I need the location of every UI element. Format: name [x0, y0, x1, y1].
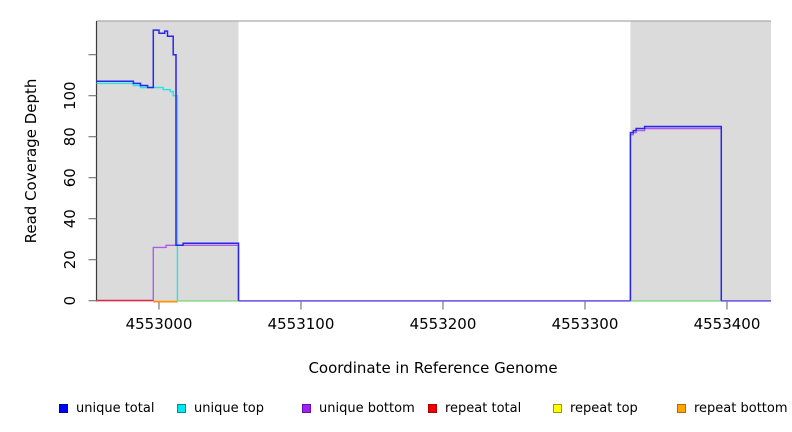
legend-swatch-icon [59, 403, 68, 413]
legend-label: unique total [76, 400, 155, 416]
legend-label: unique bottom [319, 400, 415, 416]
plot-canvas: 4553000 4553100 4553200 4553300 4553400 0 20 40… [22, 20, 771, 377]
legend-item-unique-total: unique total [59, 399, 154, 417]
series-lines [96, 29, 771, 303]
y-tick-label: 0 [61, 296, 79, 306]
y-tick-label: 40 [61, 209, 79, 228]
y-tick-label: 80 [61, 127, 79, 146]
x-axis-title: Coordinate in Reference Genome [308, 359, 557, 377]
legend-label: repeat bottom [694, 400, 788, 416]
y-tick-label: 20 [61, 250, 79, 269]
legend-swatch-icon [677, 403, 686, 413]
legend-item-repeat-total: repeat total [428, 399, 521, 417]
highlight-region [96, 21, 239, 302]
legend-label: repeat top [570, 400, 638, 416]
unique-total-left [96, 29, 240, 301]
x-tick-label: 4553300 [552, 315, 619, 333]
y-axis-title: Read Coverage Depth [22, 79, 40, 244]
legend-swatch-icon [302, 403, 311, 413]
y-tick-label: 100 [61, 81, 79, 110]
legend-item-repeat-top: repeat top [553, 399, 638, 417]
axes: 4553000 4553100 4553200 4553300 4553400 0 20 40… [61, 54, 761, 333]
plot-frame [95, 20, 771, 302]
legend-item-unique-top: unique top [177, 399, 264, 417]
legend-label: unique top [194, 400, 265, 416]
highlight-region [630, 21, 771, 302]
highlight-regions [96, 21, 771, 302]
x-tick-label: 4553000 [126, 315, 193, 333]
x-tick-label: 4553100 [268, 315, 335, 333]
y-tick-label: 60 [61, 168, 79, 187]
legend-item-repeat-bottom: repeat bottom [677, 399, 788, 417]
legend-item-unique-bottom: unique bottom [302, 399, 415, 417]
unique-total-right-box [629, 125, 723, 301]
legend-swatch-icon [428, 403, 437, 413]
legend-swatch-icon [177, 403, 186, 413]
legend-swatch-icon [553, 403, 562, 413]
unique-bottom-right-box [629, 127, 722, 301]
unique-top-line [96, 82, 179, 301]
legend-label: repeat total [445, 400, 522, 416]
legend: unique total unique top unique bottom repea… [0, 399, 792, 423]
x-tick-label: 4553400 [694, 315, 761, 333]
x-tick-label: 4553200 [410, 315, 477, 333]
